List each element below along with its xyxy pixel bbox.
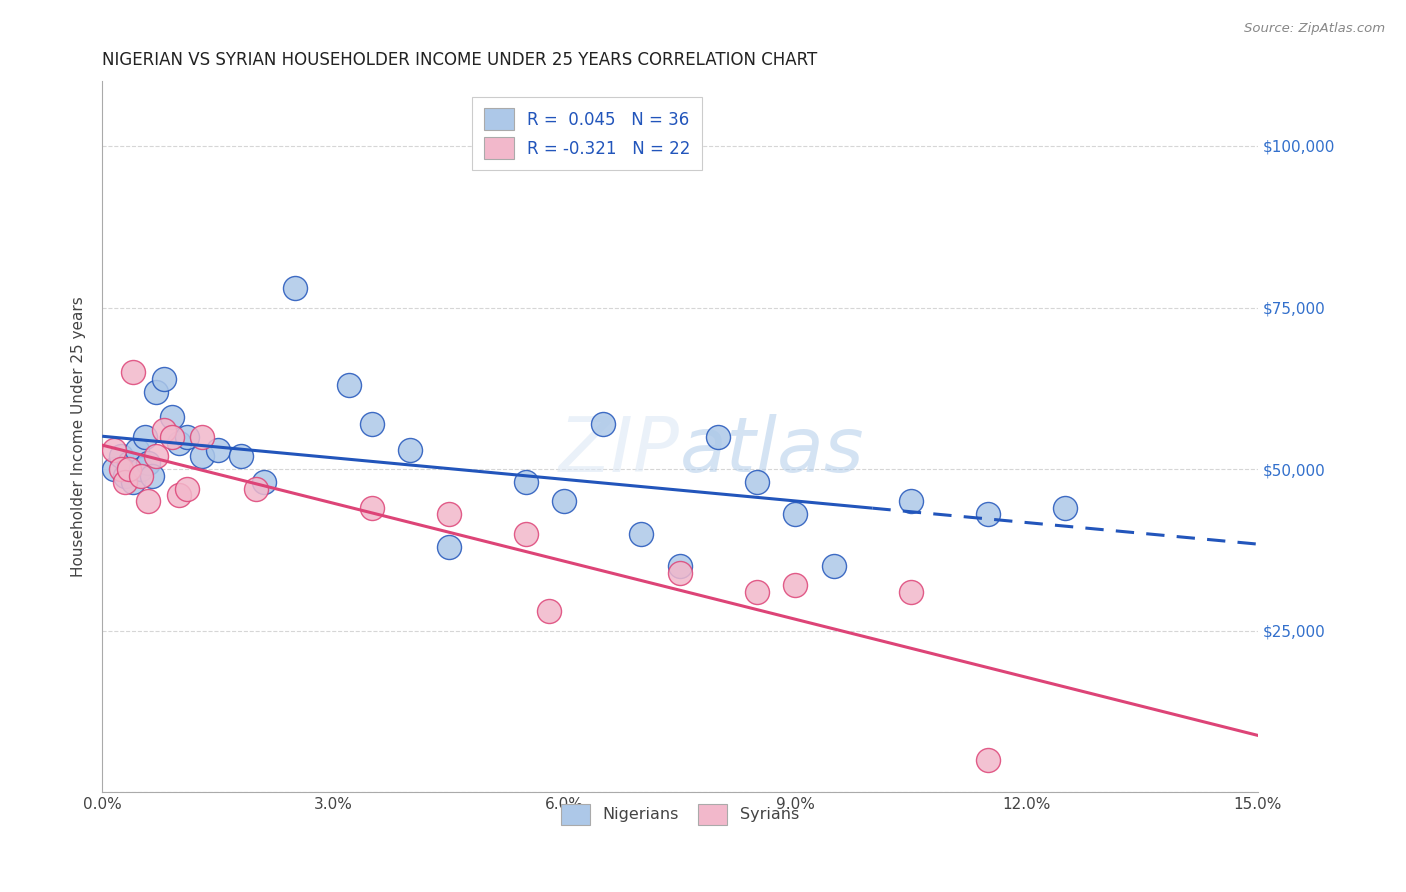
Point — [122, 365, 145, 379]
Point — [977, 508, 1000, 522]
Text: ZIP: ZIP — [560, 414, 681, 488]
Point — [1053, 500, 1076, 515]
Point — [977, 753, 1000, 767]
Point — [167, 488, 190, 502]
Point — [122, 475, 145, 489]
Point — [253, 475, 276, 489]
Point — [114, 468, 136, 483]
Text: NIGERIAN VS SYRIAN HOUSEHOLDER INCOME UNDER 25 YEARS CORRELATION CHART: NIGERIAN VS SYRIAN HOUSEHOLDER INCOME UN… — [103, 51, 817, 69]
Point — [160, 430, 183, 444]
Point — [145, 384, 167, 399]
Point — [114, 475, 136, 489]
Point — [191, 430, 214, 444]
Point — [176, 482, 198, 496]
Point — [785, 508, 807, 522]
Point — [129, 462, 152, 476]
Point — [553, 494, 575, 508]
Point — [138, 456, 160, 470]
Point — [399, 442, 422, 457]
Point — [669, 566, 692, 580]
Point — [284, 281, 307, 295]
Point — [103, 462, 125, 476]
Point — [138, 494, 160, 508]
Text: Source: ZipAtlas.com: Source: ZipAtlas.com — [1244, 22, 1385, 36]
Point — [245, 482, 267, 496]
Point — [141, 468, 163, 483]
Point — [337, 378, 360, 392]
Point — [118, 456, 141, 470]
Y-axis label: Householder Income Under 25 years: Householder Income Under 25 years — [72, 296, 86, 577]
Point — [153, 372, 176, 386]
Point — [745, 475, 768, 489]
Point — [167, 436, 190, 450]
Point — [785, 578, 807, 592]
Point — [176, 430, 198, 444]
Point — [125, 442, 148, 457]
Point — [515, 475, 537, 489]
Point — [745, 585, 768, 599]
Point — [129, 468, 152, 483]
Point — [229, 449, 252, 463]
Point — [630, 526, 652, 541]
Point — [707, 430, 730, 444]
Point — [900, 494, 922, 508]
Point — [360, 417, 382, 431]
Point — [134, 430, 156, 444]
Point — [207, 442, 229, 457]
Point — [669, 559, 692, 574]
Point — [537, 604, 560, 618]
Point — [153, 423, 176, 437]
Point — [437, 540, 460, 554]
Point — [191, 449, 214, 463]
Point — [118, 462, 141, 476]
Point — [145, 449, 167, 463]
Point — [160, 410, 183, 425]
Point — [515, 526, 537, 541]
Point — [823, 559, 845, 574]
Point — [437, 508, 460, 522]
Point — [110, 462, 132, 476]
Point — [592, 417, 614, 431]
Text: atlas: atlas — [681, 414, 865, 488]
Point — [360, 500, 382, 515]
Legend: Nigerians, Syrians: Nigerians, Syrians — [551, 795, 808, 834]
Point — [900, 585, 922, 599]
Point — [103, 442, 125, 457]
Point — [110, 449, 132, 463]
